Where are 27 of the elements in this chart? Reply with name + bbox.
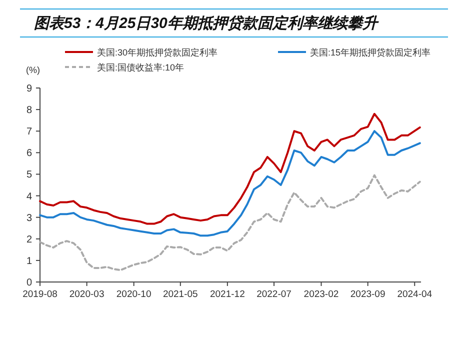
y-tick-label: 8 <box>26 105 32 116</box>
x-tick-label: 2020-03 <box>69 289 104 300</box>
y-axis-title: (%) <box>26 65 40 75</box>
chart-title: 图表53：4月25日30年期抵押贷款固定利率继续攀升 <box>34 14 380 32</box>
y-tick-label: 3 <box>26 212 32 224</box>
legend-label: 美国:30年期抵押贷款固定利率 <box>97 48 218 58</box>
legend-label: 美国:15年期抵押贷款固定利率 <box>310 48 431 58</box>
x-tick-label: 2019-08 <box>22 289 58 300</box>
line-series <box>39 130 421 237</box>
y-tick-label: 9 <box>26 84 32 94</box>
y-tick-label: 5 <box>26 170 32 181</box>
line-series <box>39 112 421 225</box>
x-tick-label: 2020-10 <box>116 289 152 300</box>
y-tick-label: 6 <box>26 148 32 160</box>
y-tick-label: 4 <box>26 191 32 202</box>
x-tick-label: 2021-12 <box>210 289 245 300</box>
y-tick-label: 0 <box>26 278 32 288</box>
x-tick-label: 2022-07 <box>256 289 292 300</box>
x-tick-label: 2024-04 <box>397 289 432 300</box>
x-tick-label: 2023-09 <box>350 289 386 300</box>
y-tick-label: 1 <box>26 256 32 267</box>
x-tick-label: 2023-02 <box>304 289 339 300</box>
y-tick-label: 7 <box>26 126 32 138</box>
line-series <box>39 174 421 272</box>
y-tick-label: 2 <box>26 234 32 246</box>
x-tick-label: 2021-05 <box>162 289 198 300</box>
legend-label: 美国:国债收益率:10年 <box>97 62 184 72</box>
